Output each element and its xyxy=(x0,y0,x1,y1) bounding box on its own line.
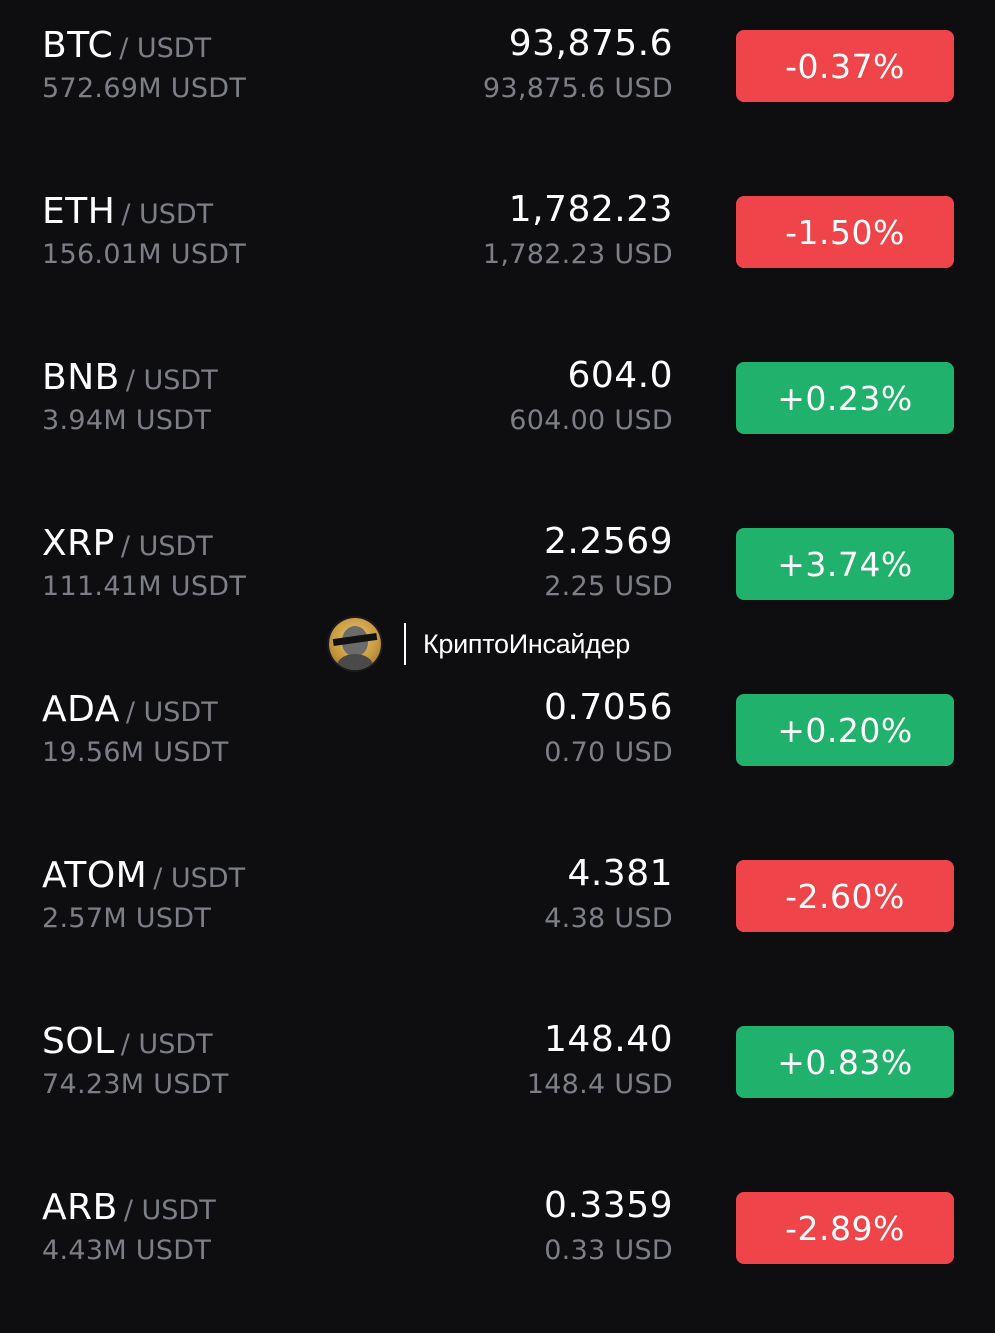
avatar-body xyxy=(337,654,373,670)
quote-symbol: / USDT xyxy=(123,1195,216,1226)
market-row-btc[interactable]: BTC / USDT 572.69M USDT 93,875.6 93,875.6… xyxy=(0,5,995,171)
fiat-price: 1,782.23 USD xyxy=(482,239,673,270)
pair-name: XRP / USDT xyxy=(42,523,213,564)
volume: 3.94M USDT xyxy=(42,405,212,436)
last-price: 0.3359 xyxy=(544,1185,673,1226)
last-price: 1,782.23 xyxy=(508,189,673,230)
change-badge[interactable]: +0.20% xyxy=(736,694,954,766)
change-badge[interactable]: +3.74% xyxy=(736,528,954,600)
pair-name: ADA / USDT xyxy=(42,689,218,730)
last-price: 4.381 xyxy=(567,853,673,894)
market-row-sol[interactable]: SOL / USDT 74.23M USDT 148.40 148.4 USD +… xyxy=(0,1001,995,1167)
last-price: 148.40 xyxy=(544,1019,673,1060)
quote-symbol: / USDT xyxy=(153,863,246,894)
fiat-price: 0.33 USD xyxy=(544,1235,673,1266)
market-row-xrp[interactable]: XRP / USDT 111.41M USDT 2.2569 2.25 USD +… xyxy=(0,503,995,669)
market-row-atom[interactable]: ATOM / USDT 2.57M USDT 4.381 4.38 USD -2.… xyxy=(0,835,995,1001)
quote-symbol: / USDT xyxy=(120,531,213,562)
base-symbol: ETH xyxy=(42,191,116,232)
base-symbol: BTC xyxy=(42,25,114,66)
market-row-ada[interactable]: ADA / USDT 19.56M USDT 0.7056 0.70 USD +0… xyxy=(0,669,995,835)
fiat-price: 0.70 USD xyxy=(544,737,673,768)
avatar-logo-icon xyxy=(329,618,381,670)
last-price: 2.2569 xyxy=(544,521,673,562)
volume: 156.01M USDT xyxy=(42,239,247,270)
fiat-price: 604.00 USD xyxy=(509,405,673,436)
quote-symbol: / USDT xyxy=(120,1029,213,1060)
pair-name: BNB / USDT xyxy=(42,357,218,398)
base-symbol: ARB xyxy=(42,1187,118,1228)
pair-name: ATOM / USDT xyxy=(42,855,245,896)
quote-symbol: / USDT xyxy=(119,33,212,64)
watermark: КриптоИнсайдер xyxy=(329,618,630,670)
fiat-price: 2.25 USD xyxy=(544,571,673,602)
base-symbol: ADA xyxy=(42,689,120,730)
base-symbol: XRP xyxy=(42,523,115,564)
watermark-text: КриптоИнсайдер xyxy=(423,628,631,659)
pair-name: SOL / USDT xyxy=(42,1021,213,1062)
last-price: 604.0 xyxy=(567,355,673,396)
change-badge[interactable]: -1.50% xyxy=(736,196,954,268)
change-badge[interactable]: -2.60% xyxy=(736,860,954,932)
last-price: 0.7056 xyxy=(544,687,673,728)
pair-name: ETH / USDT xyxy=(42,191,213,232)
change-badge[interactable]: -0.37% xyxy=(736,30,954,102)
base-symbol: ATOM xyxy=(42,855,148,896)
fiat-price: 93,875.6 USD xyxy=(482,73,673,104)
quote-symbol: / USDT xyxy=(125,365,218,396)
pair-name: BTC / USDT xyxy=(42,25,211,66)
volume: 19.56M USDT xyxy=(42,737,229,768)
fiat-price: 4.38 USD xyxy=(544,903,673,934)
watermark-divider xyxy=(404,623,406,665)
market-row-bnb[interactable]: BNB / USDT 3.94M USDT 604.0 604.00 USD +0… xyxy=(0,337,995,503)
volume: 111.41M USDT xyxy=(42,571,247,602)
market-row-arb[interactable]: ARB / USDT 4.43M USDT 0.3359 0.33 USD -2.… xyxy=(0,1167,995,1333)
pair-name: ARB / USDT xyxy=(42,1187,216,1228)
market-row-eth[interactable]: ETH / USDT 156.01M USDT 1,782.23 1,782.23… xyxy=(0,171,995,337)
quote-symbol: / USDT xyxy=(125,697,218,728)
volume: 4.43M USDT xyxy=(42,1235,212,1266)
last-price: 93,875.6 xyxy=(508,23,673,64)
base-symbol: BNB xyxy=(42,357,120,398)
change-badge[interactable]: -2.89% xyxy=(736,1192,954,1264)
quote-symbol: / USDT xyxy=(121,199,214,230)
change-badge[interactable]: +0.83% xyxy=(736,1026,954,1098)
base-symbol: SOL xyxy=(42,1021,115,1062)
change-badge[interactable]: +0.23% xyxy=(736,362,954,434)
volume: 572.69M USDT xyxy=(42,73,247,104)
volume: 2.57M USDT xyxy=(42,903,212,934)
market-list: BTC / USDT 572.69M USDT 93,875.6 93,875.6… xyxy=(0,5,995,1266)
fiat-price: 148.4 USD xyxy=(526,1069,673,1100)
volume: 74.23M USDT xyxy=(42,1069,229,1100)
